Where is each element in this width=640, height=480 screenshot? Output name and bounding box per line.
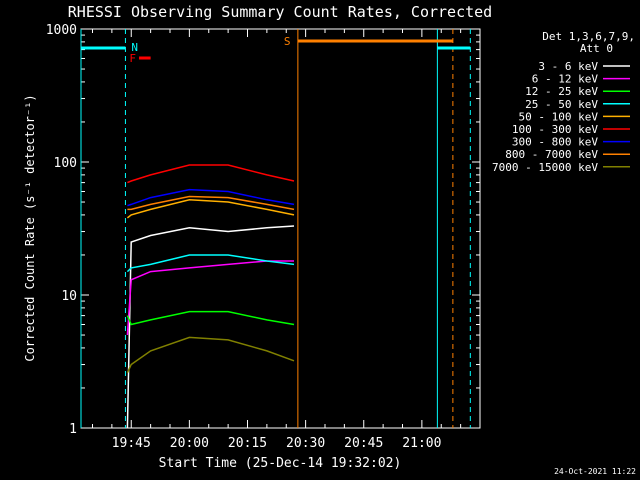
x-axis-ticks: 19:45 20:00 20:15 20:30 20:45 21:00 <box>91 29 462 451</box>
legend-entry-label: 12 - 25 keV <box>525 85 598 98</box>
y-axis-label: Corrected Count Rate (s⁻¹ detector⁻¹) <box>23 94 37 361</box>
legend-entry-label: 800 - 7000 keV <box>505 148 598 161</box>
series-line-2 <box>126 310 295 326</box>
footer-timestamp: 24-Oct-2021 11:22 <box>554 467 636 476</box>
night-label: N <box>131 41 138 54</box>
time-interval-overlays: NF S <box>80 29 471 428</box>
chart-title: RHESSI Observing Summary Count Rates, Co… <box>68 3 492 21</box>
series-line-7 <box>127 195 295 211</box>
legend-entry-label: 100 - 300 keV <box>512 123 598 136</box>
x-axis-label: Start Time (25-Dec-14 19:32:02) <box>159 456 402 471</box>
series-line-1 <box>126 260 294 336</box>
series-line-4 <box>126 199 295 219</box>
series-line-8 <box>126 336 295 374</box>
legend-entry-label: 25 - 50 keV <box>525 98 598 111</box>
y-axis-ticks: 1 10 100 1000 <box>46 23 480 437</box>
legend-entry-label: 300 - 800 keV <box>512 136 598 149</box>
legend-entry-label: 7000 - 15000 keV <box>492 161 598 174</box>
y-tick-label: 10 <box>61 289 77 304</box>
saa-label: S <box>284 35 291 48</box>
x-tick-label: 20:30 <box>286 436 325 451</box>
legend-entry-label: 50 - 100 keV <box>519 110 599 123</box>
series-line-5 <box>127 164 295 184</box>
y-tick-label: 1000 <box>46 23 77 38</box>
series-group <box>126 164 295 429</box>
y-tick-label: 100 <box>54 156 77 171</box>
x-tick-label: 20:45 <box>344 436 383 451</box>
series-line-0 <box>126 225 295 429</box>
legend-title-line-1: Det 1,3,6,7,9, <box>542 30 635 43</box>
series-line-3 <box>126 254 295 273</box>
x-tick-label: 19:45 <box>112 436 151 451</box>
y-tick-label: 1 <box>69 422 77 437</box>
flare-label: F <box>129 52 136 65</box>
legend-title-line-2: Att 0 <box>580 42 613 55</box>
legend-entry-label: 3 - 6 keV <box>538 60 598 73</box>
x-tick-label: 21:00 <box>402 436 441 451</box>
x-tick-label: 20:00 <box>170 436 209 451</box>
plot-frame <box>80 28 481 429</box>
series-line-6 <box>127 188 295 207</box>
legend-entry-label: 6 - 12 keV <box>532 73 599 86</box>
x-tick-label: 20:15 <box>228 436 267 451</box>
